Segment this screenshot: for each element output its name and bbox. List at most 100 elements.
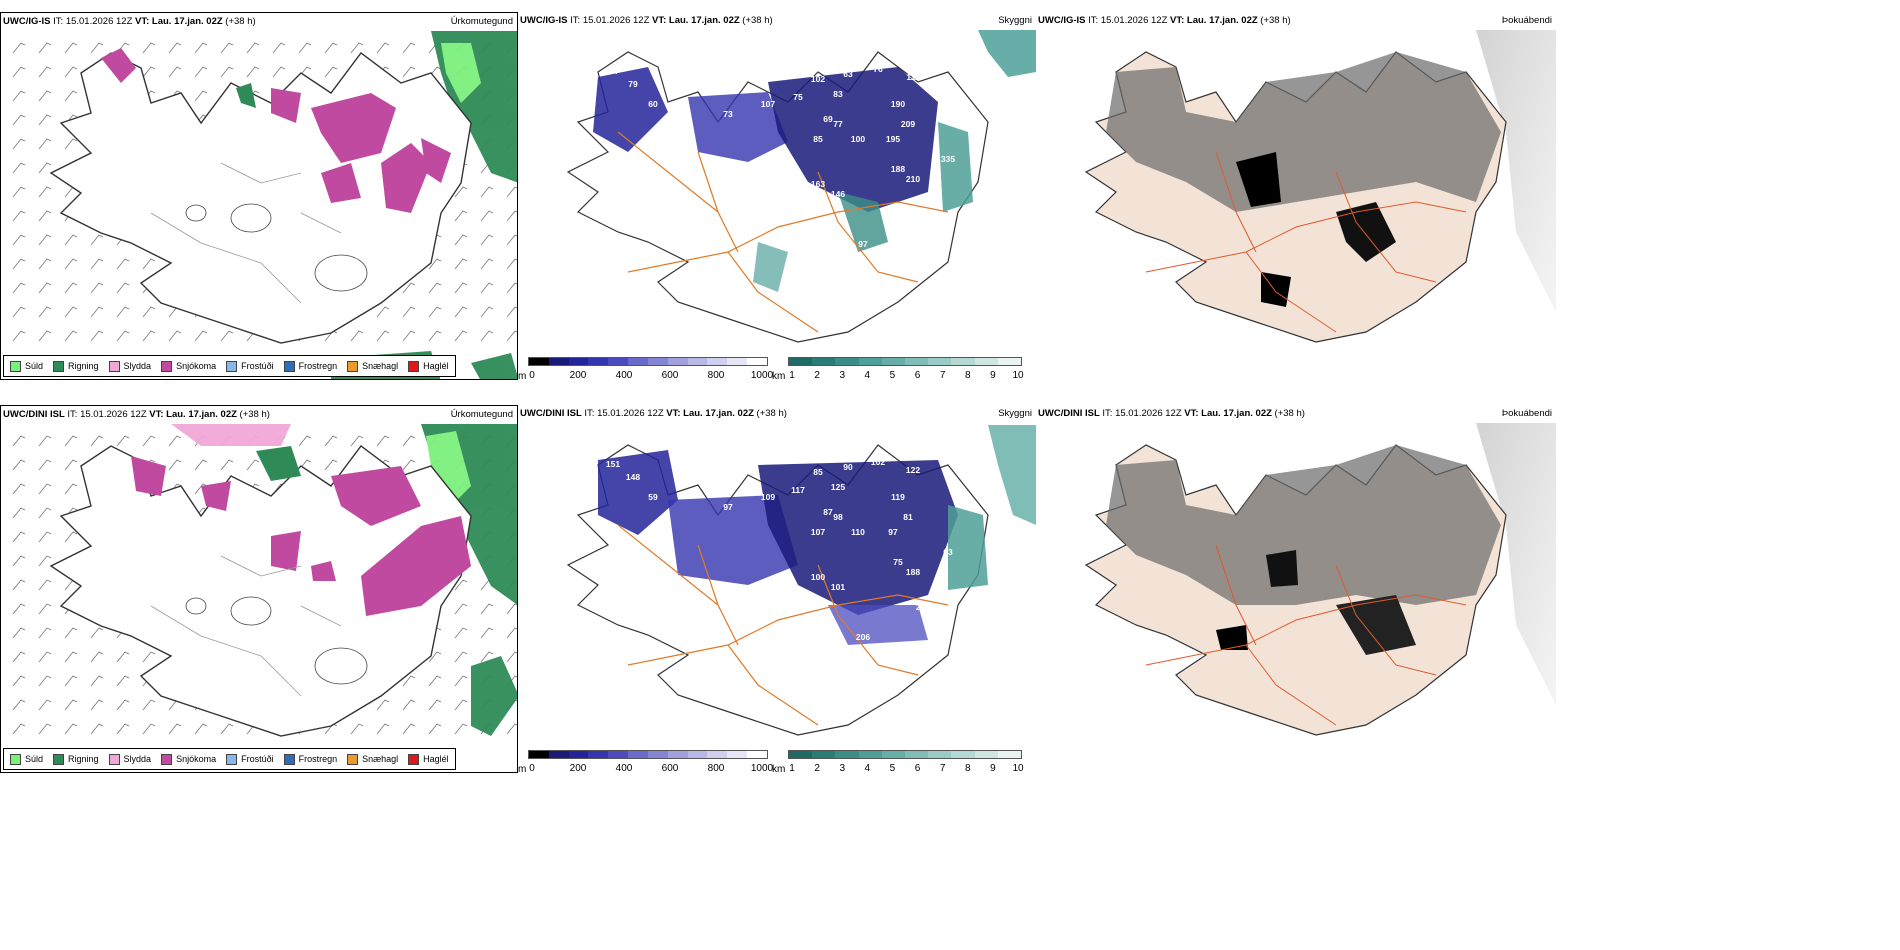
cloud-height-label: 206 [856,632,870,642]
colorbar-cell [835,751,859,758]
colorbar-tick: 9 [990,763,996,773]
colorbar-cell [928,751,952,758]
cloud-height-label: 97 [888,527,898,537]
cloud-height-label: 335 [941,154,955,164]
cloud-height-label: 101 [831,582,845,592]
legend-label: Súld [25,361,44,371]
panel-variable-label: Þokuábendi [1501,408,1552,419]
fog-shading [1106,445,1501,655]
cloud-base-areas [593,67,973,292]
precip-legend: Súld Rigning Slydda Snjókoma Frostúði Frostre… [3,355,456,377]
cloud-height-label: 76 [873,64,883,74]
legend-item: Snjókoma [161,360,217,372]
colorbar-cell [928,358,952,365]
cloud-height-label: 111 [906,72,920,82]
legend-item: Snæhagl [347,360,399,372]
cloud-height-label: 63 [943,547,953,557]
cloud-height-label: 230 [916,602,930,612]
colorbar-cell [881,751,906,758]
legend-label: Snæhagl [362,361,399,371]
colorbar-cell [905,751,929,758]
colorbar-cell [707,358,728,365]
legend-item: Frostúði [226,753,274,765]
colorbar-tick: 9 [990,370,996,380]
legend-label: Snjókoma [176,361,217,371]
legend-label: Slydda [123,754,152,764]
colorbar-cell [687,751,708,758]
cloud-height-label: 109 [761,492,775,502]
fog-shading [1106,52,1501,307]
panel-variable-label: Úrkomutegund [450,16,513,27]
colorbar-tick: 400 [615,370,633,380]
cloud-height-label: 73 [723,109,733,119]
colorbar-cell [812,358,836,365]
fog-panel-bottom: UWC/DINI ISL IT: 15.01.2026 12Z VT: Lau.… [1036,405,1556,773]
panel-title: UWC/IG-IS IT: 15.01.2026 12Z VT: Lau. 17… [520,15,773,26]
legend-swatch [408,753,420,765]
cloud-height-label: 77 [833,119,843,129]
legend-label: Súld [25,754,44,764]
legend-label: Slydda [123,361,152,371]
cloud-height-label: 97 [858,239,868,249]
panel-title: UWC/DINI ISL IT: 15.01.2026 12Z VT: Lau.… [520,408,787,419]
fog-map [1084,30,1556,343]
cloud-height-label: 59 [648,492,658,502]
roads [1145,544,1467,726]
colorbar-cell [667,358,688,365]
cloud-base-areas [598,450,988,645]
cloud-height-label: 102 [811,74,825,84]
colorbar-cell [628,751,648,758]
colorbar-tick: 3 [839,763,845,773]
colorbar-tick: 400 [615,763,633,773]
colorbar-tick: 5 [889,763,896,773]
legend-swatch [347,753,359,765]
legend-item: Haglél [408,753,449,765]
legend-swatch [108,753,120,765]
cloud-height-label: 87 [823,507,833,517]
colorbar-cell [529,358,549,365]
cloud-height-label: 69 [823,114,833,124]
colorbar-tick: 1000 [750,763,774,773]
legend-item: Snjókoma [161,753,216,765]
colorbar-tick: 0 [529,763,535,773]
colorbar-cell [835,358,859,365]
colorbar-cell [568,751,589,758]
colorbar-cell [881,358,906,365]
legend-swatch [408,360,420,372]
cloud-height-label: 188 [891,164,905,174]
colorbar-cell [588,751,609,758]
cloud-height-label: 90 [843,462,853,472]
colorbar-cell [747,751,767,758]
colorbar-tick: 1 [789,763,795,773]
cloud-height-label: 190 [891,99,905,109]
cloud-height-label: 76 [773,199,783,209]
colorbar-tick: 2 [814,763,820,773]
legend-item: Frostregn [283,753,337,765]
colorbar-tick: 0 [529,370,535,380]
colorbar-tick: 10 [1012,370,1024,380]
cloud-height-label: 102 [871,457,885,467]
colorbar-tick: 6 [914,370,921,380]
cloud-height-label: 63 [843,69,853,79]
land-precip [101,48,451,213]
precip-legend: Súld Rigning Slydda Snjókoma Frostúði Frostre… [3,748,456,770]
colorbar-cell [647,358,668,365]
cloud-height-label: 163 [811,179,825,189]
legend-item: Rigning [53,753,99,765]
legend-label: Snæhagl [362,754,399,764]
legend-label: Frostregn [298,361,338,371]
legend-swatch [10,753,21,765]
cloud-height-label: 110 [851,527,865,537]
colorbar-cell [905,358,929,365]
colorbar-cell [974,358,998,365]
legend-swatch [226,753,238,765]
colorbar-cell [647,751,668,758]
cloud-height-label: 75 [793,92,803,102]
colorbar-cell [997,751,1022,758]
colorbar-tick: 800 [707,370,725,380]
cloud-height-label: 188 [906,567,920,577]
cloud-height-label: 209 [901,119,915,129]
colorbar-cell [951,358,975,365]
panel-title: UWC/DINI ISL IT: 15.01.2026 12Z VT: Lau.… [3,409,270,420]
cloud-height-labels: 74 79 60 102 63 76 111 69 73 107 75 83 190 85 100 77 209… [608,64,955,249]
